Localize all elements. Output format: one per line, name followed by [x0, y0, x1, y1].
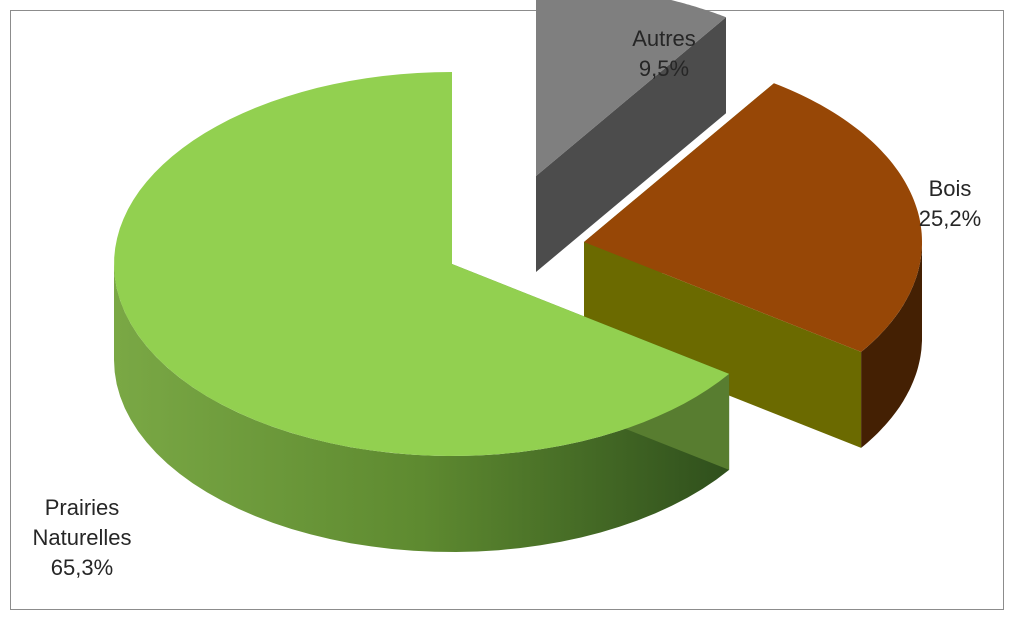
data-label-name: Autres [632, 26, 696, 51]
data-label-value: 65,3% [51, 555, 113, 580]
data-label-value: 9,5% [639, 56, 689, 81]
data-label-name: Naturelles [32, 525, 131, 550]
data-label-bois: Bois 25,2% [919, 176, 981, 231]
slices-layer [114, 0, 922, 552]
data-label-value: 25,2% [919, 206, 981, 231]
labels-layer: Prairies Naturelles 65,3% Bois 25,2% Autres 9,… [32, 26, 981, 580]
data-label-name: Bois [929, 176, 972, 201]
data-label-autres: Autres 9,5% [632, 26, 696, 81]
pie-slice-autres [536, 0, 726, 273]
pie-slice-bois [584, 83, 922, 448]
data-label-name: Prairies [45, 495, 120, 520]
pie-slice-prairies-naturelles [114, 72, 730, 552]
data-label-prairies-naturelles: Prairies Naturelles 65,3% [32, 495, 131, 580]
